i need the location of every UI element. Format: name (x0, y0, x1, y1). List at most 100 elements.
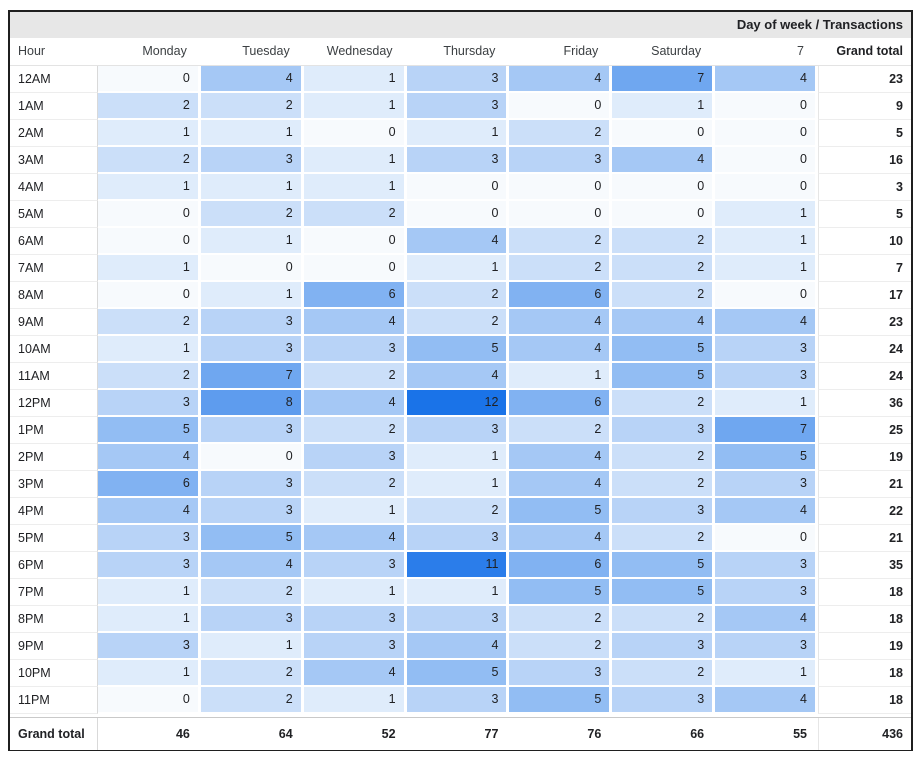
column-total-cell: 55 (715, 718, 818, 750)
table-row: 11AM 2 7 2 4 1 5 3 24 (10, 363, 911, 390)
heatmap-cell: 1 (98, 255, 201, 282)
heatmap-cell: 1 (303, 174, 407, 201)
heatmap-cell: 6 (98, 471, 201, 498)
heatmap-cell: 4 (303, 390, 407, 417)
heatmap-cell: 3 (98, 390, 201, 417)
heatmap-cell: 5 (406, 336, 510, 363)
heatmap-cell: 1 (406, 120, 510, 147)
row-total-cell: 24 (817, 363, 911, 390)
heatmap-cell: 2 (612, 255, 716, 282)
heatmap-cell: 3 (303, 633, 407, 660)
heatmap-cell: 4 (509, 525, 613, 552)
heatmap-cell: 4 (98, 444, 201, 471)
row-total-cell: 18 (817, 579, 911, 606)
hour-label: 7PM (10, 579, 98, 606)
heatmap-cell: 0 (303, 120, 407, 147)
table-row: 2PM 4 0 3 1 4 2 5 19 (10, 444, 911, 471)
hour-label: 9PM (10, 633, 98, 660)
hour-label: 1PM (10, 417, 98, 444)
heatmap-cell: 3 (303, 336, 407, 363)
heatmap-cell: 1 (406, 471, 510, 498)
heatmap-cell: 2 (406, 309, 510, 336)
heatmap-cell: 0 (98, 66, 201, 93)
heatmap-cell: 3 (98, 552, 201, 579)
table-row: 10PM 1 2 4 5 3 2 1 18 (10, 660, 911, 687)
heatmap-cell: 0 (98, 201, 201, 228)
heatmap-cell: 4 (200, 552, 304, 579)
heatmap-cell: 3 (406, 687, 510, 714)
heatmap-cell: 3 (406, 93, 510, 120)
hour-label: 5AM (10, 201, 98, 228)
heatmap-cell: 0 (509, 201, 613, 228)
heatmap-cell: 4 (509, 444, 613, 471)
hour-label: 7AM (10, 255, 98, 282)
hour-label: 8PM (10, 606, 98, 633)
row-total-cell: 16 (817, 147, 911, 174)
table-row: 3AM 2 3 1 3 3 4 0 16 (10, 147, 911, 174)
hour-label: 12AM (10, 66, 98, 93)
heatmap-cell: 6 (509, 390, 613, 417)
heatmap-cell: 3 (200, 336, 304, 363)
pivot-heatmap-table: Day of week / Transactions Hour Monday Tue… (8, 10, 913, 751)
heatmap-cell: 3 (406, 147, 510, 174)
heatmap-cell: 5 (612, 552, 716, 579)
row-total-cell: 24 (817, 336, 911, 363)
column-total-cell: 52 (303, 718, 407, 750)
heatmap-cell: 5 (200, 525, 304, 552)
heatmap-cell: 5 (509, 579, 613, 606)
table-row: 7AM 1 0 0 1 2 2 1 7 (10, 255, 911, 282)
row-total-cell: 18 (817, 606, 911, 633)
row-total-cell: 21 (817, 525, 911, 552)
row-total-cell: 7 (817, 255, 911, 282)
heatmap-cell: 4 (715, 498, 818, 525)
heatmap-cell: 3 (509, 660, 613, 687)
heatmap-cell: 3 (406, 606, 510, 633)
heatmap-cell: 0 (612, 174, 716, 201)
hour-label: 6AM (10, 228, 98, 255)
row-total-cell: 19 (817, 444, 911, 471)
heatmap-cell: 1 (98, 174, 201, 201)
heatmap-cell: 8 (200, 390, 304, 417)
hour-label: 12PM (10, 390, 98, 417)
heatmap-cell: 1 (98, 606, 201, 633)
heatmap-cell: 1 (98, 660, 201, 687)
grand-total-cell: 436 (817, 718, 911, 750)
heatmap-cell: 1 (200, 120, 304, 147)
table-row: 7PM 1 2 1 1 5 5 3 18 (10, 579, 911, 606)
heatmap-cell: 5 (715, 444, 818, 471)
table-row: 2AM 1 1 0 1 2 0 0 5 (10, 120, 911, 147)
heatmap-cell: 2 (200, 687, 304, 714)
heatmap-cell: 4 (406, 363, 510, 390)
hour-label: 4PM (10, 498, 98, 525)
heatmap-cell: 1 (303, 93, 407, 120)
row-total-cell: 17 (817, 282, 911, 309)
heatmap-cell: 2 (303, 363, 407, 390)
hour-label: 6PM (10, 552, 98, 579)
heatmap-cell: 5 (612, 579, 716, 606)
heatmap-cell: 1 (715, 255, 818, 282)
table-row: 3PM 6 3 2 1 4 2 3 21 (10, 471, 911, 498)
heatmap-cell: 4 (406, 633, 510, 660)
heatmap-cell: 3 (200, 417, 304, 444)
heatmap-cell: 2 (98, 147, 201, 174)
day-column-header: Thursday (406, 38, 510, 66)
column-total-cell: 77 (406, 718, 510, 750)
day-column-header: Wednesday (303, 38, 407, 66)
hour-label: 11AM (10, 363, 98, 390)
hour-label: 2AM (10, 120, 98, 147)
heatmap-cell: 7 (612, 66, 716, 93)
heatmap-cell: 0 (98, 687, 201, 714)
table-row: 12PM 3 8 4 12 6 2 1 36 (10, 390, 911, 417)
heatmap-cell: 2 (509, 228, 613, 255)
heatmap-cell: 3 (612, 417, 716, 444)
table-row: 8PM 1 3 3 3 2 2 4 18 (10, 606, 911, 633)
heatmap-cell: 2 (303, 417, 407, 444)
table-row: 10AM 1 3 3 5 4 5 3 24 (10, 336, 911, 363)
heatmap-cell: 1 (200, 633, 304, 660)
row-total-cell: 36 (817, 390, 911, 417)
column-total-cell: 46 (98, 718, 201, 750)
heatmap-cell: 3 (406, 417, 510, 444)
heatmap-cell: 2 (509, 120, 613, 147)
heatmap-cell: 4 (509, 309, 613, 336)
heatmap-cell: 4 (715, 66, 818, 93)
